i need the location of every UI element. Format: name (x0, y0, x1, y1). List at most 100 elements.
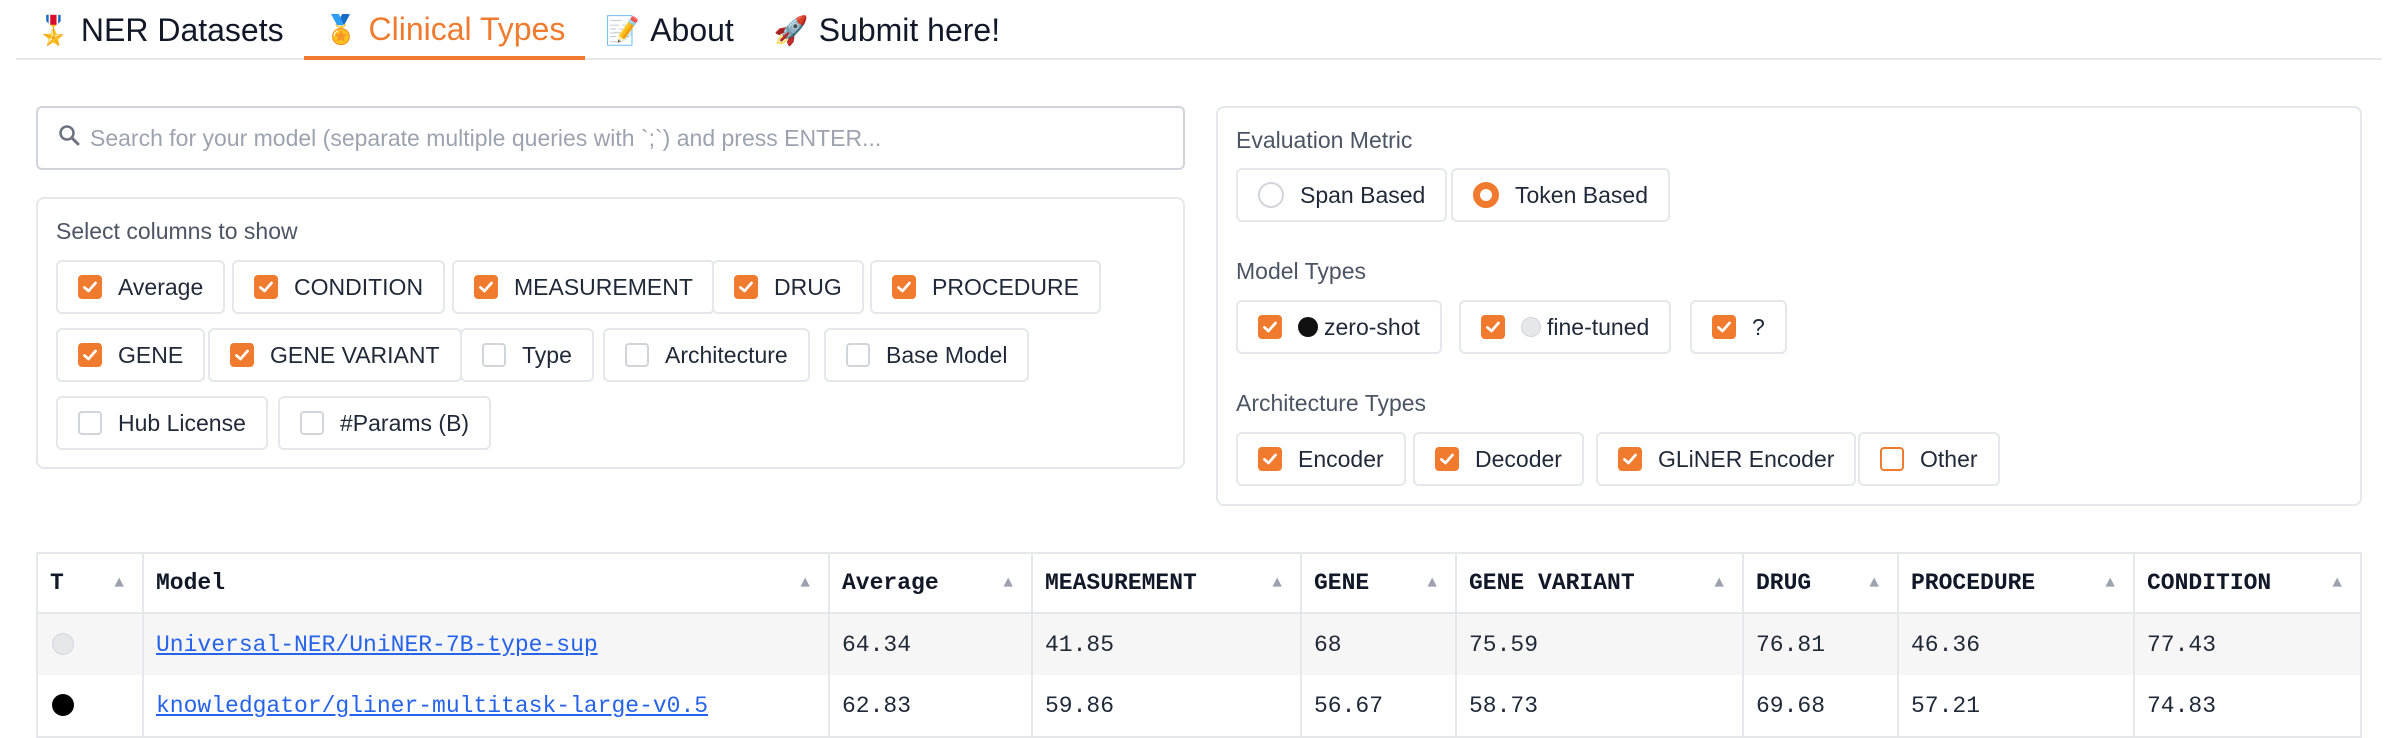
metric-option-span[interactable]: Span Based (1236, 168, 1448, 222)
model-type-unknown[interactable]: ? (1690, 300, 1787, 354)
column-header-type[interactable]: T ▲ (37, 553, 144, 614)
checkbox[interactable] (78, 343, 102, 367)
checkbox[interactable] (300, 411, 324, 435)
checkbox[interactable] (1880, 447, 1904, 471)
metric-option-token[interactable]: Token Based (1451, 168, 1670, 222)
sort-icon[interactable]: ▲ (800, 574, 810, 592)
column-option-label: Architecture (665, 341, 788, 368)
arch-type-encoder[interactable]: Encoder (1236, 432, 1406, 486)
column-option-architecture[interactable]: Architecture (603, 328, 810, 382)
model-cell: Universal-NER/UniNER-7B-type-sup (143, 613, 830, 675)
checkbox[interactable] (474, 275, 498, 299)
search-input[interactable] (88, 123, 1183, 153)
column-option-condition[interactable]: CONDITION (232, 260, 446, 314)
checkbox[interactable] (1712, 315, 1736, 339)
tab-label: Submit here! (818, 11, 1001, 48)
column-header-condition[interactable]: CONDITION ▲ (2134, 553, 2361, 614)
checkbox[interactable] (734, 275, 758, 299)
header-label: Model (156, 570, 226, 596)
sort-icon[interactable]: ▲ (1003, 574, 1013, 592)
column-option-gene-variant[interactable]: GENE VARIANT (208, 328, 462, 382)
column-header-average[interactable]: Average ▲ (829, 553, 1033, 614)
column-option-label: GENE VARIANT (270, 341, 440, 368)
checkbox[interactable] (254, 275, 278, 299)
value-cell: 59.86 (1032, 675, 1302, 737)
column-option-label: PROCEDURE (932, 273, 1079, 300)
checkbox[interactable] (625, 343, 649, 367)
sort-icon[interactable]: ▲ (1427, 574, 1437, 592)
tab-label: Clinical Types (368, 10, 566, 47)
column-option-drug[interactable]: DRUG (712, 260, 864, 314)
checkbox[interactable] (230, 343, 254, 367)
medal-icon: 🏅 (323, 13, 359, 45)
value-cell: 57.21 (1898, 675, 2135, 737)
column-option-measurement[interactable]: MEASUREMENT (452, 260, 715, 314)
sort-icon[interactable]: ▲ (1869, 574, 1879, 592)
tab-submit[interactable]: 🚀 Submit here! (754, 2, 1020, 58)
checkbox[interactable] (1258, 315, 1282, 339)
column-header-measurement[interactable]: MEASUREMENT ▲ (1032, 553, 1302, 614)
value-cell: 76.81 (1743, 613, 1899, 675)
sort-icon[interactable]: ▲ (2105, 574, 2115, 592)
model-cell: knowledgator/gliner-multitask-large-v0.5 (143, 675, 830, 737)
checkbox[interactable] (1618, 447, 1642, 471)
radio-button[interactable] (1258, 182, 1284, 208)
tab-label: About (650, 11, 734, 48)
column-option-label: CONDITION (294, 273, 424, 300)
arch-type-gliner-encoder[interactable]: GLiNER Encoder (1596, 432, 1857, 486)
value-cell: 77.43 (2134, 613, 2361, 675)
checkbox[interactable] (1481, 315, 1505, 339)
tab-ner-datasets[interactable]: 🎖️ NER Datasets (16, 2, 304, 58)
value-cell: 69.68 (1743, 675, 1899, 737)
arch-type-other[interactable]: Other (1858, 432, 2000, 486)
model-type-zero-shot[interactable]: zero-shot (1236, 300, 1442, 354)
checkbox[interactable] (1435, 447, 1459, 471)
table-row: knowledgator/gliner-multitask-large-v0.5… (37, 675, 2361, 737)
radio-button[interactable] (1473, 182, 1499, 208)
value-cell: 68 (1301, 613, 1457, 675)
column-header-model[interactable]: Model ▲ (143, 553, 830, 614)
sort-icon[interactable]: ▲ (2332, 574, 2342, 592)
column-option-label: DRUG (774, 273, 842, 300)
tab-clinical-types[interactable]: 🏅 Clinical Types (303, 2, 586, 60)
column-option-gene[interactable]: GENE (56, 328, 206, 382)
model-types-label: Model Types (1236, 258, 1366, 284)
checkbox[interactable] (78, 411, 102, 435)
column-option-procedure[interactable]: PROCEDURE (870, 260, 1101, 314)
search-box (36, 106, 1185, 170)
column-option-label: Hub License (118, 409, 246, 436)
sort-icon[interactable]: ▲ (1272, 574, 1282, 592)
column-option-average[interactable]: Average (56, 260, 226, 314)
column-option-base-model[interactable]: Base Model (824, 328, 1030, 382)
column-header-procedure[interactable]: PROCEDURE ▲ (1898, 553, 2135, 614)
header-label: GENE VARIANT (1469, 570, 1635, 596)
header-label: MEASUREMENT (1045, 570, 1197, 596)
column-header-gene-variant[interactable]: GENE VARIANT ▲ (1456, 553, 1744, 614)
type-cell (37, 675, 144, 737)
model-link[interactable]: knowledgator/gliner-multitask-large-v0.5 (156, 692, 709, 719)
leaderboard-table: T ▲ Model ▲ Average ▲ MEASUREMENT ▲ GENE ▲ GE… (36, 552, 2362, 738)
checkbox[interactable] (78, 275, 102, 299)
sort-icon[interactable]: ▲ (1714, 574, 1724, 592)
column-option-params[interactable]: #Params (B) (278, 396, 492, 450)
arch-type-decoder[interactable]: Decoder (1413, 432, 1584, 486)
checkbox[interactable] (846, 343, 870, 367)
column-header-drug[interactable]: DRUG ▲ (1743, 553, 1899, 614)
model-type-fine-tuned[interactable]: fine-tuned (1459, 300, 1672, 354)
value-cell: 46.36 (1898, 613, 2135, 675)
column-option-label: GENE (118, 341, 184, 368)
column-header-gene[interactable]: GENE ▲ (1301, 553, 1457, 614)
header-label: T (50, 570, 64, 596)
header-label: DRUG (1756, 570, 1812, 596)
checkbox[interactable] (482, 343, 506, 367)
tab-label: NER Datasets (80, 11, 284, 48)
column-option-type[interactable]: Type (460, 328, 594, 382)
sort-icon[interactable]: ▲ (114, 574, 124, 592)
checkbox[interactable] (892, 275, 916, 299)
model-link[interactable]: Universal-NER/UniNER-7B-type-sup (156, 631, 598, 658)
column-option-hub-license[interactable]: Hub License (56, 396, 268, 450)
header-label: PROCEDURE (1911, 570, 2036, 596)
checkbox[interactable] (1258, 447, 1282, 471)
columns-panel-label: Select columns to show (56, 218, 298, 244)
tab-about[interactable]: 📝 About (585, 2, 754, 58)
